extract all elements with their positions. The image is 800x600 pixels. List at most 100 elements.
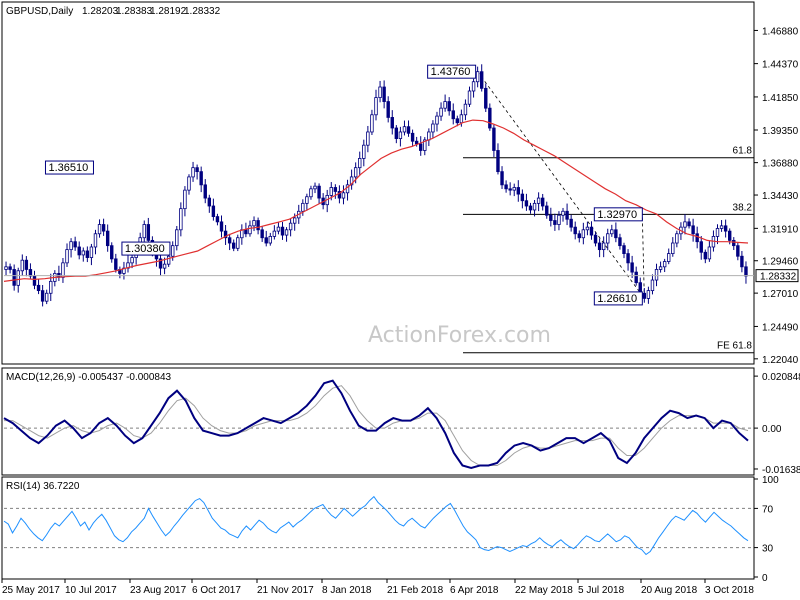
rsi-lines: 100 70 30 0	[3, 475, 779, 584]
candle	[374, 89, 378, 121]
candle-body	[569, 218, 573, 228]
candle-body	[207, 197, 212, 207]
ohlc-open: 1.28203	[82, 6, 119, 17]
candle-body	[492, 127, 496, 151]
candle	[520, 189, 525, 209]
candle	[606, 228, 610, 251]
candle-body	[36, 284, 41, 292]
candle	[333, 184, 338, 199]
candle-body	[292, 217, 297, 224]
candle-body	[337, 191, 342, 199]
candle-body	[370, 114, 374, 133]
candle	[358, 151, 362, 176]
fib-level-label: 61.8	[733, 146, 753, 157]
candle-body	[581, 229, 586, 239]
candle-body	[431, 123, 435, 133]
candle-body	[341, 192, 346, 199]
candle-body	[618, 237, 622, 247]
candle-body	[500, 171, 504, 186]
rsi-y-tick-label: 70	[762, 504, 774, 515]
candle-body	[597, 242, 602, 251]
y-tick-label: 1.31910	[762, 224, 799, 235]
candle-body	[427, 131, 431, 141]
y-tick-label: 1.39350	[762, 126, 799, 137]
candle-body	[130, 257, 134, 264]
candle	[402, 120, 407, 136]
candle-body	[110, 245, 114, 260]
callout-box	[44, 160, 94, 175]
candle-body	[736, 245, 740, 257]
candle-body	[561, 210, 565, 216]
candle	[447, 97, 451, 116]
candle	[589, 221, 594, 240]
watermark: ActionForex.com	[368, 323, 551, 348]
price-panel	[1, 1, 755, 365]
candle	[532, 200, 537, 217]
candle	[36, 279, 41, 295]
candle	[703, 249, 708, 264]
candle-body	[284, 229, 289, 236]
candle	[492, 124, 496, 157]
candle	[301, 199, 305, 216]
candle-body	[146, 224, 151, 241]
candle	[69, 238, 73, 258]
candle	[610, 224, 614, 237]
candle	[553, 213, 557, 231]
candle-body	[171, 245, 175, 257]
candle-body	[728, 230, 732, 241]
candle-body	[301, 202, 305, 212]
price-chart-title: GBPUSD,Daily	[6, 6, 73, 17]
candle-body	[504, 184, 508, 190]
candle-body	[366, 131, 370, 146]
candle-body	[374, 97, 378, 116]
candle-body	[227, 237, 232, 244]
candle	[435, 111, 439, 132]
callout-label: 1.32970	[597, 209, 637, 221]
candle	[187, 174, 191, 195]
x-axis: 25 May 2017 10 Jul 2017 23 Aug 2017 6 Oct 2…	[1, 579, 754, 596]
candle-body	[687, 221, 691, 227]
candle-body	[467, 90, 472, 105]
candle-body	[601, 242, 606, 251]
candle	[183, 186, 187, 217]
candle	[719, 220, 724, 232]
candle	[268, 232, 272, 246]
candle-body	[256, 220, 260, 231]
candle	[496, 143, 500, 175]
y-tick-label: 1.34430	[762, 191, 799, 202]
callout-label: 1.30380	[125, 243, 165, 255]
candle-body	[667, 253, 671, 262]
candle	[540, 193, 545, 211]
macd-line	[3, 379, 749, 470]
candle	[44, 289, 49, 305]
candle	[101, 218, 106, 236]
candle	[650, 274, 655, 295]
candle-body	[480, 71, 484, 89]
y-tick-label: 1.44370	[762, 60, 799, 71]
candle-body	[512, 187, 516, 191]
price-callout: 1.36510	[44, 160, 94, 175]
candle	[614, 222, 618, 243]
candle	[410, 129, 415, 147]
candle-body	[288, 222, 293, 231]
candle	[93, 229, 98, 255]
candle-body	[744, 266, 748, 277]
candle	[512, 183, 516, 197]
price-callouts: 1.36510 1.30380 1.43760 1.26610 1.32970	[44, 64, 643, 306]
candle	[732, 237, 736, 251]
candle-body	[496, 150, 500, 173]
candle-body	[589, 226, 594, 236]
candle	[484, 83, 488, 112]
x-tick-label: 5 Jul 2018	[578, 585, 625, 596]
x-tick-label: 25 May 2017	[2, 585, 60, 596]
candle	[439, 102, 443, 121]
candle	[398, 126, 403, 147]
candle	[516, 180, 520, 202]
candle	[431, 120, 435, 139]
candle	[12, 264, 16, 291]
candle	[386, 96, 390, 123]
candle	[451, 103, 455, 125]
candle-body	[353, 167, 358, 178]
candle	[337, 185, 342, 204]
candle-body	[634, 271, 638, 284]
